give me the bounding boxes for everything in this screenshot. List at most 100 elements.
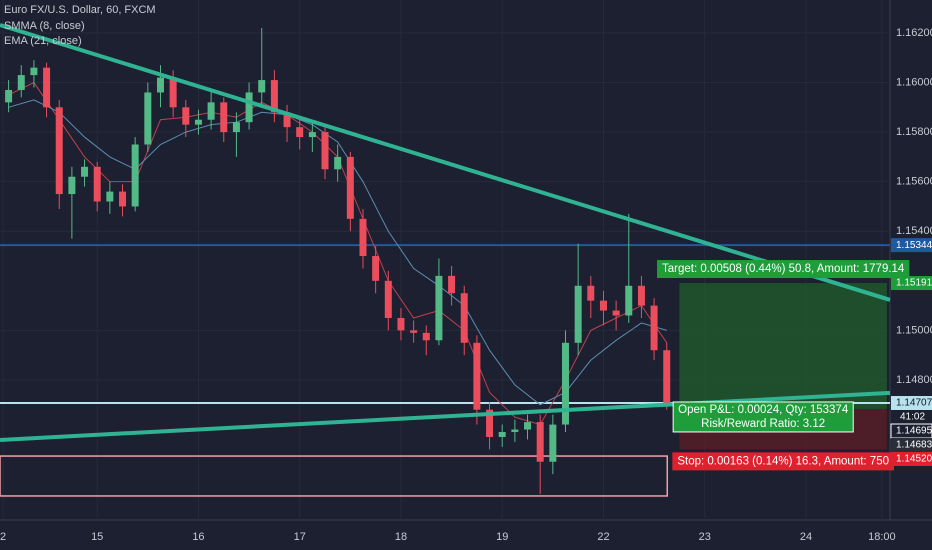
candle-body — [55, 107, 63, 195]
candle-body — [587, 285, 595, 301]
y-tick-label: 1.15400 — [896, 225, 932, 237]
candle-body — [308, 132, 316, 138]
chart-title: Euro FX/U.S. Dollar, 60, FXCM — [4, 4, 156, 16]
candle-body — [359, 218, 367, 257]
ratio-text: Risk/Reward Ratio: 3.12 — [701, 418, 825, 430]
candle-body — [169, 77, 177, 108]
candle-body — [30, 67, 38, 76]
candle-body — [524, 422, 532, 430]
candle-body — [296, 127, 304, 138]
price-label-box — [891, 238, 932, 253]
indicator-line — [8, 99, 667, 406]
target-label: Target: 0.00508 (0.44%) 50.8, Amount: 17… — [657, 260, 910, 279]
price-label: 1.14695 — [896, 426, 932, 437]
price-label-box — [891, 438, 932, 453]
candle-body — [397, 317, 405, 331]
price-label-box — [891, 452, 932, 467]
price-label-box — [891, 396, 932, 411]
trendline — [0, 23, 891, 302]
candle-body — [486, 409, 494, 437]
price-label: 1.15344 — [896, 240, 932, 251]
candle-body — [81, 166, 89, 177]
candle-body — [321, 132, 329, 170]
trendline — [0, 390, 891, 442]
price-label-box — [891, 276, 932, 291]
candle-body — [258, 80, 266, 93]
stop-label-box — [672, 452, 894, 471]
y-tick-label: 1.15000 — [896, 324, 932, 336]
candle-body — [650, 305, 658, 351]
candle-body — [637, 285, 645, 306]
candle-body — [599, 300, 607, 311]
candle-body — [574, 285, 582, 343]
pnl-box — [672, 401, 854, 433]
x-tick-label: 16 — [192, 531, 204, 543]
candle-body — [536, 422, 544, 462]
pnl-text: Open P&L: 0.00024, Qty: 153374 — [678, 404, 849, 416]
stop-label: Stop: 0.00163 (0.14%) 16.3, Amount: 750 — [672, 452, 894, 471]
candle-body — [422, 332, 430, 341]
candle-body — [144, 92, 152, 145]
x-tick-label: 19 — [496, 531, 508, 543]
x-tick-label: 17 — [294, 531, 306, 543]
x-tick-label: 18:00 — [868, 531, 896, 543]
candle-body — [270, 80, 278, 113]
candle-body — [283, 112, 291, 128]
candle-body — [119, 191, 127, 207]
candle-body — [207, 102, 215, 120]
candle-body — [549, 424, 557, 462]
candle-body — [5, 89, 13, 103]
legend-entry: EMA (21, close) — [4, 35, 82, 47]
y-tick-label: 1.15600 — [896, 176, 932, 188]
x-tick-label: 15 — [91, 531, 103, 543]
x-tick-label: 2 — [0, 531, 6, 543]
countdown: 41:02 — [900, 412, 925, 423]
target-label-box — [657, 260, 910, 279]
x-tick-label: 23 — [699, 531, 711, 543]
candle-body — [68, 176, 76, 195]
target-area — [679, 283, 887, 409]
candle-body — [346, 156, 354, 219]
candle-body — [131, 144, 139, 207]
candle-body — [372, 256, 380, 281]
legend-entry: SMMA (8, close) — [4, 20, 85, 32]
candle-body — [612, 310, 620, 316]
target-label-text: Target: 0.00508 (0.44%) 50.8, Amount: 17… — [662, 263, 905, 275]
candle-body — [663, 350, 671, 404]
price-label: 1.15191 — [896, 278, 932, 289]
x-tick-label: 18 — [395, 531, 407, 543]
x-tick-label: 24 — [800, 531, 812, 543]
candle-body — [182, 107, 190, 125]
candle-body — [435, 275, 443, 341]
candle-body — [473, 342, 481, 410]
price-label: 1.14520 — [896, 454, 932, 465]
candle-body — [245, 92, 253, 123]
pnl-label: Open P&L: 0.00024, Qty: 153374 Risk/Rewar… — [672, 401, 854, 433]
y-tick-label: 1.16200 — [896, 27, 932, 39]
candle-body — [625, 285, 633, 316]
candle-body — [194, 119, 202, 125]
candle-body — [93, 166, 101, 202]
candle-body — [448, 275, 456, 294]
candle-body — [232, 122, 240, 133]
candle-body — [384, 280, 392, 318]
candle-body — [43, 67, 51, 108]
candle-body — [17, 75, 25, 90]
candle-body — [498, 432, 506, 437]
candle-body — [156, 77, 164, 93]
candle-body — [106, 191, 114, 202]
countdown-box — [891, 410, 932, 425]
candle-body — [220, 102, 228, 133]
price-label: 1.14707 — [896, 398, 932, 409]
stop-label-text: Stop: 0.00163 (0.14%) 16.3, Amount: 750 — [677, 455, 889, 467]
candle-body — [460, 293, 468, 343]
x-tick-label: 22 — [597, 531, 609, 543]
price-label: 1.14683 — [896, 440, 932, 451]
zone-rectangle — [0, 455, 668, 497]
y-tick-label: 1.15800 — [896, 126, 932, 138]
candle-body — [511, 429, 519, 433]
y-tick-label: 1.16000 — [896, 76, 932, 88]
y-tick-label: 1.14800 — [896, 374, 932, 386]
candle-body — [410, 330, 418, 333]
candle-body — [561, 342, 569, 425]
